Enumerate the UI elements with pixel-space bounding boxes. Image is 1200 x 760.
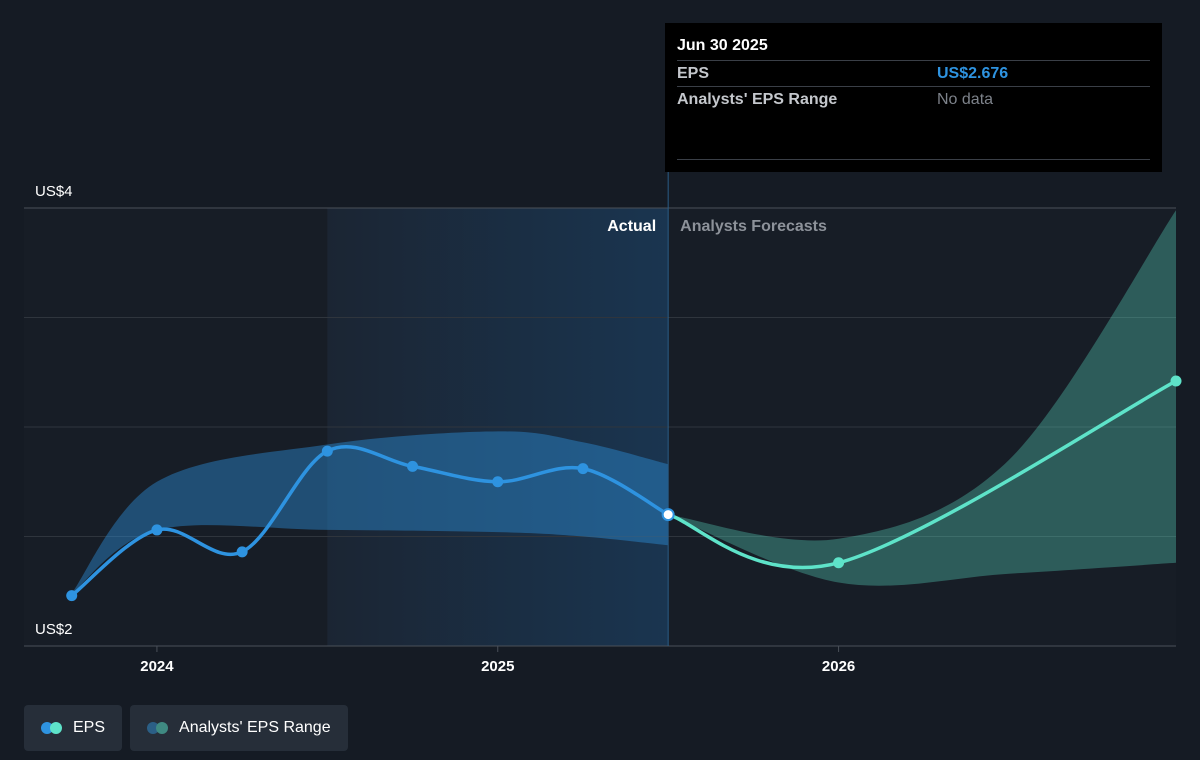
legend-item-eps[interactable]: EPS	[24, 705, 123, 751]
eps-point[interactable]	[151, 524, 163, 536]
eps-point[interactable]	[492, 476, 504, 488]
tooltip-eps-value: US$2.676	[937, 64, 1009, 82]
forecast-range-band	[668, 210, 1176, 586]
tooltip-divider	[677, 159, 1150, 160]
forecast-section-label: Analysts Forecasts	[680, 218, 827, 235]
eps-point[interactable]	[577, 463, 589, 475]
tooltip-eps-label: EPS	[677, 64, 710, 82]
legend-dot	[156, 722, 169, 734]
eps-forecast-line	[666, 379, 1178, 570]
legend-dot	[50, 722, 62, 734]
legend-item-eps-range[interactable]: Analysts' EPS Range	[130, 705, 348, 751]
gridlines	[24, 207, 1176, 647]
legend: EPS Analysts' EPS Range	[24, 705, 348, 751]
tooltip-row-eps: EPS US$2.676	[677, 60, 1150, 86]
eps-point[interactable]	[407, 460, 419, 472]
x-tick-label: 2024	[140, 658, 174, 675]
eps-point[interactable]	[236, 546, 248, 558]
tooltip-date: Jun 30 2025	[677, 37, 768, 54]
legend-range-label: Analysts' EPS Range	[179, 719, 331, 736]
eps-point-selected[interactable]	[661, 508, 675, 522]
x-tick-label: 2026	[822, 658, 855, 675]
y-axis-top-label: US$4	[35, 183, 73, 200]
x-axis-ticks: 2024 2025 2026	[140, 646, 855, 675]
range-legend-dots-icon	[147, 722, 169, 734]
eps-legend-dots-icon	[41, 722, 63, 734]
tooltip-range-label: Analysts' EPS Range	[677, 90, 838, 108]
legend-eps-label: EPS	[73, 719, 106, 736]
eps-range-bands	[71, 210, 1176, 594]
eps-tooltip: Jun 30 2025 EPS US$2.676 Analysts' EPS R…	[665, 23, 1162, 172]
eps-forecast-point[interactable]	[1170, 375, 1182, 387]
tooltip-row-range: Analysts' EPS Range No data	[677, 86, 1150, 112]
eps-point[interactable]	[66, 590, 78, 602]
eps-point[interactable]	[321, 445, 333, 457]
eps-series	[66, 375, 1182, 602]
tooltip-range-value: No data	[937, 90, 994, 108]
x-tick-label: 2025	[481, 658, 514, 675]
actual-range-band	[71, 431, 669, 594]
actual-section-label: Actual	[607, 218, 656, 235]
eps-forecast-point[interactable]	[833, 557, 845, 569]
y-axis-bottom-label: US$2	[35, 621, 73, 638]
